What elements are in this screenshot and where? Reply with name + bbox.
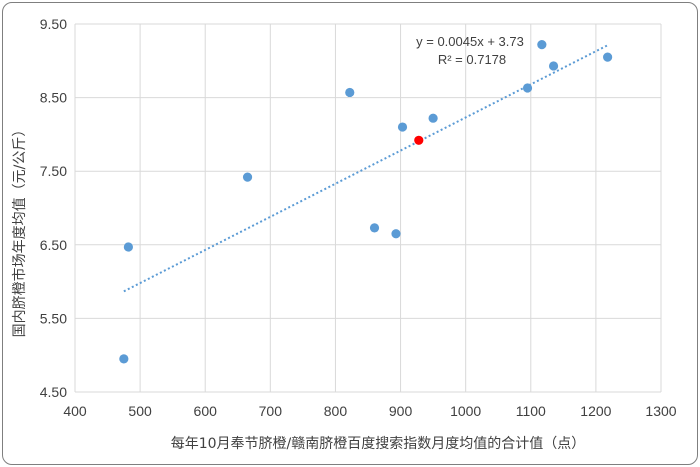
trend-equation: y = 0.0045x + 3.73 R² = 0.7178 xyxy=(416,34,524,67)
y-axis-title: 国内脐橙市场年度均值（元/公斤） xyxy=(11,123,28,338)
x-tick-label: 700 xyxy=(259,403,283,419)
data-point xyxy=(397,122,408,132)
data-point xyxy=(537,40,547,50)
data-point xyxy=(428,113,438,123)
y-tick-label: 6.50 xyxy=(40,237,67,253)
data-point xyxy=(123,242,133,252)
x-tick-label: 1000 xyxy=(450,403,481,419)
data-points xyxy=(119,40,613,364)
y-tick-label: 4.50 xyxy=(40,384,67,400)
y-tick-labels: 4.50 5.50 6.50 7.50 8.50 9.50 xyxy=(40,16,67,400)
x-axis-title: 每年10月奉节脐橙/赣南脐橙百度搜索指数月度均值的合计值（点） xyxy=(171,435,586,452)
data-point xyxy=(119,354,129,364)
y-tick-label: 8.50 xyxy=(40,90,67,106)
x-tick-label: 600 xyxy=(194,403,218,419)
x-tick-labels: 400 500 600 700 800 900 1000 1100 1200 1300 xyxy=(63,403,676,419)
x-tick-label: 1200 xyxy=(580,403,611,419)
y-tick-label: 7.50 xyxy=(40,163,67,179)
data-point xyxy=(391,229,401,239)
x-tick-label: 800 xyxy=(324,403,348,419)
r-squared-line: R² = 0.7178 xyxy=(438,52,506,67)
highlighted-data-point xyxy=(414,135,424,145)
data-point xyxy=(345,87,355,98)
data-point xyxy=(242,172,253,182)
trendline xyxy=(123,44,609,293)
y-tick-label: 5.50 xyxy=(40,310,67,326)
data-point xyxy=(369,223,380,233)
data-point xyxy=(603,52,613,62)
x-tick-label: 1300 xyxy=(645,403,676,419)
x-tick-label: 500 xyxy=(128,403,152,419)
data-point xyxy=(522,83,533,93)
x-tick-label: 400 xyxy=(63,403,87,419)
x-tick-label: 900 xyxy=(389,403,413,419)
equation-line: y = 0.0045x + 3.73 xyxy=(416,34,524,49)
grid-lines xyxy=(74,23,662,393)
x-tick-label: 1100 xyxy=(516,403,546,419)
y-tick-label: 9.50 xyxy=(40,16,67,32)
data-point xyxy=(548,61,559,71)
